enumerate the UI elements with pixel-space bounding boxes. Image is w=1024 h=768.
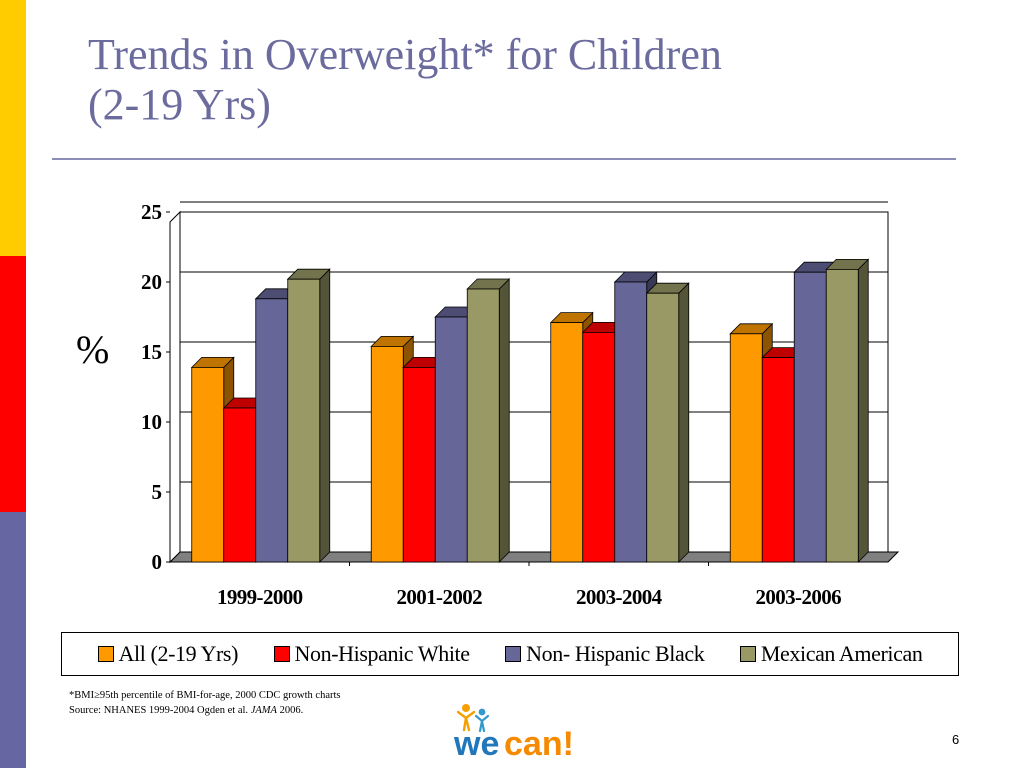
bar: [402, 366, 436, 563]
legend-label: Non-Hispanic White: [294, 641, 470, 666]
bar: [191, 366, 225, 563]
y-tick-label: 0: [152, 550, 163, 574]
legend-label: All (2-19 Yrs): [118, 641, 239, 666]
bar-side: [678, 282, 690, 563]
we-can-logo: we can!: [453, 704, 574, 760]
chart-legend: All (2-19 Yrs) Non-Hispanic White Non- His…: [61, 632, 959, 676]
left-accent-strip-yellow: [0, 0, 26, 256]
page-number: 6: [952, 732, 960, 747]
left-accent-strip-purple: [0, 512, 26, 768]
legend-item: Non- Hispanic Black: [505, 641, 705, 667]
bar-chart: 0 5 10 15 20 25 1999-2000 2001-2002 2003-2004 200…: [141, 200, 900, 609]
y-tick-label: 25: [141, 200, 162, 224]
legend-swatch: [505, 646, 522, 662]
slide-title-line-1: Trends in Overweight* for Children: [88, 30, 722, 79]
y-tick-label: 5: [152, 480, 163, 504]
bar: [614, 281, 648, 563]
bar: [370, 345, 404, 563]
bar: [729, 333, 763, 563]
bar: [582, 331, 616, 563]
y-tick-label: 15: [141, 340, 162, 364]
legend-item: Mexican American: [739, 641, 923, 667]
y-tick-label: 20: [141, 270, 162, 294]
slide-title: Trends in Overweight* for Children (2-19…: [88, 30, 722, 130]
legend-label: Mexican American: [760, 641, 923, 666]
bar: [825, 268, 859, 563]
legend-label: Non- Hispanic Black: [526, 641, 705, 666]
bar: [550, 322, 584, 563]
x-category-label: 1999-2000: [217, 585, 303, 609]
footnote-definition: *BMI≥95th percentile of BMI-for-age, 200…: [69, 690, 341, 701]
x-category-label: 2003-2006: [755, 585, 841, 609]
svg-text:can!: can!: [504, 725, 574, 760]
bar: [255, 298, 289, 563]
bar-side: [498, 278, 510, 563]
bar: [287, 278, 321, 563]
legend-item: Non-Hispanic White: [273, 641, 470, 667]
bar: [761, 357, 795, 563]
x-category-label: 2003-2004: [576, 585, 663, 609]
bar: [434, 316, 468, 563]
title-divider: [52, 158, 956, 160]
legend-item: All (2-19 Yrs): [97, 641, 239, 667]
legend-swatch: [97, 646, 114, 662]
footnote-source: Source: NHANES 1999-2004 Ogden et al. JA…: [69, 705, 304, 716]
footnote: *BMI≥95th percentile of BMI-for-age, 200…: [69, 688, 341, 718]
x-category-label: 2001-2002: [396, 585, 482, 609]
bar: [646, 292, 680, 563]
legend-swatch: [739, 646, 756, 662]
svg-text:we: we: [453, 725, 499, 760]
y-tick-label: 10: [141, 410, 162, 434]
y-axis-unit-label: %: [76, 327, 110, 372]
left-accent-strip-red: [0, 256, 26, 512]
figures-icon: [456, 704, 490, 733]
chart-side-wall: [169, 210, 181, 564]
bar: [466, 288, 500, 563]
legend-swatch: [273, 646, 290, 662]
slide-title-line-2: (2-19 Yrs): [88, 80, 271, 129]
bar: [793, 271, 827, 563]
bar-side: [857, 258, 869, 563]
bar-side: [319, 268, 331, 563]
bar: [223, 407, 257, 563]
